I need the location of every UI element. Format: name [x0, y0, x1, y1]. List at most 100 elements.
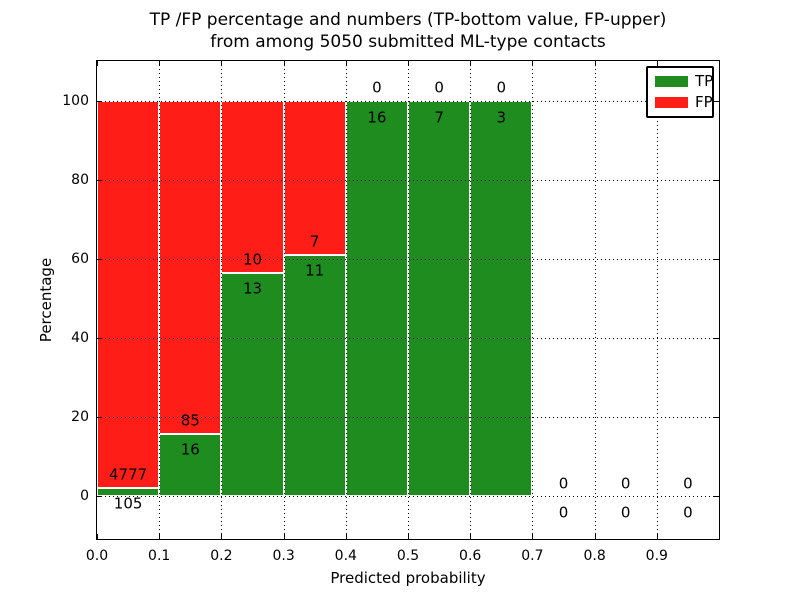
gridline-y — [97, 496, 719, 498]
gridline-x — [532, 61, 534, 539]
x-tick-label: 0.6 — [459, 548, 482, 564]
x-tick-mark — [408, 61, 409, 66]
fp-count-label: 0 — [372, 78, 382, 97]
fp-count-label: 85 — [180, 411, 200, 430]
x-tick-label: 0.7 — [521, 548, 544, 564]
x-tick-label: 0.0 — [85, 548, 109, 564]
y-tick-mark — [97, 496, 102, 498]
x-tick-mark — [594, 534, 596, 539]
fp-bar-segment — [283, 100, 346, 255]
x-tick-label: 0.9 — [645, 548, 668, 564]
y-tick-mark — [714, 180, 719, 181]
x-tick-mark — [221, 534, 223, 539]
x-tick-mark — [719, 61, 720, 66]
x-tick-label: 0.4 — [334, 548, 357, 564]
x-tick-label: 0.8 — [583, 548, 606, 564]
x-tick-mark — [719, 534, 720, 539]
fp-bar-segment — [159, 100, 222, 434]
y-tick-label: 100 — [62, 92, 89, 109]
tp-count-label: 3 — [496, 108, 507, 127]
y-tick-mark — [714, 259, 719, 261]
fp-bar-segment — [221, 100, 284, 273]
tp-count-label: 16 — [367, 108, 387, 127]
gridline-x — [470, 61, 472, 539]
fp-count-label: 0 — [434, 78, 444, 97]
y-tick-mark — [97, 417, 102, 419]
y-tick-label: 60 — [71, 251, 89, 268]
y-tick-mark — [714, 338, 719, 340]
tp-bar-segment — [97, 487, 160, 497]
x-tick-mark — [97, 534, 98, 539]
gridline-y — [97, 417, 719, 419]
x-tick-label: 0.3 — [272, 548, 295, 564]
gridline-x — [345, 61, 347, 539]
tp-count-label: 0 — [683, 503, 693, 522]
tp-bar-segment — [470, 100, 533, 497]
x-tick-mark — [408, 534, 409, 539]
chart-title-line2: from among 5050 submitted ML-type contac… — [210, 32, 606, 52]
legend: TP FP — [646, 66, 714, 118]
fp-bar-segment — [97, 100, 160, 488]
x-tick-mark — [283, 534, 285, 539]
tp-bar-segment — [345, 100, 408, 497]
x-tick-label: 0.1 — [148, 548, 171, 564]
fp-legend-label: FP — [695, 93, 713, 111]
gridline-y — [97, 259, 719, 261]
y-tick-mark — [97, 338, 102, 340]
x-tick-label: 0.2 — [210, 548, 233, 564]
y-tick-mark — [714, 496, 719, 498]
fp-count-label: 7 — [309, 232, 320, 251]
x-tick-mark — [283, 61, 285, 66]
x-tick-mark — [594, 61, 596, 66]
fp-count-label: 0 — [558, 474, 569, 493]
y-tick-label: 20 — [71, 409, 89, 426]
fp-color-swatch-icon — [655, 97, 688, 108]
gridline-y — [97, 338, 719, 340]
fp-count-label: 4777 — [109, 465, 148, 484]
tp-count-label: 105 — [113, 494, 143, 513]
tp-count-label: 7 — [434, 108, 444, 127]
y-tick-mark — [97, 259, 102, 261]
tp-bar-segment — [221, 272, 284, 497]
fp-count-label: 10 — [242, 250, 263, 269]
y-tick-mark — [714, 417, 719, 419]
chart-title: TP /FP percentage and numbers (TP-bottom… — [88, 9, 728, 53]
tp-legend-label: TP — [695, 72, 714, 90]
gridline-x — [656, 61, 658, 539]
x-tick-mark — [97, 61, 98, 66]
x-tick-mark — [656, 61, 658, 66]
x-tick-mark — [532, 61, 534, 66]
x-tick-mark — [221, 61, 223, 66]
x-tick-mark — [532, 534, 534, 539]
legend-entry-tp: TP — [655, 74, 713, 89]
tp-bar-segment — [283, 254, 346, 497]
x-tick-mark — [470, 61, 472, 66]
gridline-y — [97, 100, 719, 102]
gridline-x — [159, 61, 161, 539]
tp-count-label: 11 — [305, 261, 325, 280]
tp-bar-segment — [408, 100, 471, 497]
y-tick-label: 80 — [71, 172, 89, 188]
legend-entry-fp: FP — [655, 95, 713, 110]
x-tick-mark — [159, 534, 161, 539]
y-tick-mark — [714, 100, 719, 102]
plot-area: 4777 105 85 16 10 13 7 11 0 16 0 7 0 3 0 0 0 0 0 0 — [96, 60, 720, 540]
gridline-x — [221, 61, 223, 539]
fp-count-label: 0 — [683, 474, 693, 493]
x-tick-mark — [656, 534, 658, 539]
y-tick-mark — [97, 100, 102, 102]
x-tick-label: 0.5 — [396, 548, 420, 564]
tp-count-label: 13 — [242, 279, 263, 298]
x-axis-label: Predicted probability — [330, 569, 486, 587]
fp-count-label: 0 — [620, 474, 631, 493]
fp-count-label: 0 — [496, 78, 507, 97]
x-tick-mark — [345, 61, 347, 66]
y-tick-mark — [97, 180, 102, 181]
y-tick-label: 0 — [80, 488, 89, 505]
chart-title-line1: TP /FP percentage and numbers (TP-bottom… — [149, 10, 667, 30]
gridline-x — [594, 61, 596, 539]
y-tick-label: 40 — [71, 330, 89, 347]
x-tick-mark — [159, 61, 161, 66]
gridline-x — [283, 61, 285, 539]
